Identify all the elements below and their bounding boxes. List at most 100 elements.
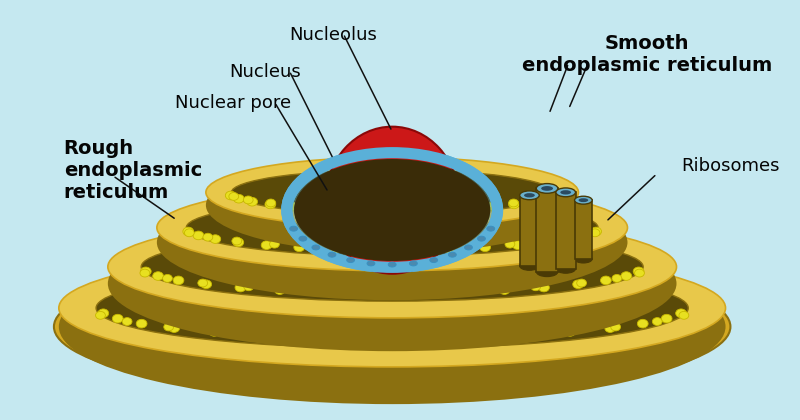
Ellipse shape: [295, 202, 305, 209]
Ellipse shape: [432, 205, 442, 214]
Ellipse shape: [294, 159, 490, 261]
Ellipse shape: [294, 243, 305, 252]
Ellipse shape: [314, 242, 324, 250]
Ellipse shape: [468, 333, 478, 341]
Ellipse shape: [676, 309, 686, 318]
Ellipse shape: [571, 233, 582, 241]
Ellipse shape: [330, 244, 341, 253]
Ellipse shape: [590, 229, 600, 237]
Ellipse shape: [367, 261, 375, 266]
Ellipse shape: [262, 241, 272, 249]
Ellipse shape: [306, 333, 317, 341]
Ellipse shape: [229, 192, 238, 200]
Ellipse shape: [633, 267, 644, 276]
Ellipse shape: [461, 242, 470, 250]
Ellipse shape: [193, 231, 204, 240]
Ellipse shape: [292, 157, 493, 263]
Ellipse shape: [402, 206, 413, 215]
Ellipse shape: [255, 331, 266, 339]
Ellipse shape: [565, 328, 575, 336]
Ellipse shape: [218, 328, 228, 335]
Ellipse shape: [266, 199, 276, 207]
Ellipse shape: [577, 279, 586, 287]
Ellipse shape: [430, 257, 438, 262]
Ellipse shape: [153, 272, 163, 281]
Ellipse shape: [326, 127, 459, 274]
Ellipse shape: [418, 287, 427, 295]
Ellipse shape: [246, 197, 258, 206]
Ellipse shape: [638, 319, 648, 328]
Ellipse shape: [96, 268, 688, 348]
Ellipse shape: [342, 205, 352, 214]
Ellipse shape: [203, 233, 213, 241]
Ellipse shape: [410, 261, 418, 266]
Ellipse shape: [183, 227, 194, 236]
Ellipse shape: [198, 279, 208, 287]
Ellipse shape: [299, 236, 307, 241]
Text: Ribosomes: Ribosomes: [682, 157, 780, 175]
Ellipse shape: [294, 159, 490, 261]
Ellipse shape: [298, 286, 308, 293]
Ellipse shape: [478, 236, 486, 241]
Ellipse shape: [574, 196, 592, 204]
Ellipse shape: [299, 236, 307, 241]
Ellipse shape: [573, 280, 583, 289]
Ellipse shape: [493, 331, 502, 339]
Ellipse shape: [98, 309, 109, 318]
Ellipse shape: [108, 216, 677, 351]
Ellipse shape: [423, 332, 433, 340]
Ellipse shape: [231, 170, 553, 215]
Ellipse shape: [449, 252, 456, 257]
Ellipse shape: [122, 318, 132, 326]
Ellipse shape: [560, 190, 571, 194]
Ellipse shape: [414, 333, 425, 342]
Text: Nucleus: Nucleus: [229, 63, 301, 81]
Ellipse shape: [164, 323, 174, 331]
Text: Rough
endoplasmic
reticulum: Rough endoplasmic reticulum: [64, 139, 202, 202]
Ellipse shape: [270, 240, 279, 248]
Ellipse shape: [328, 252, 336, 257]
Text: Smooth
endoplasmic reticulum: Smooth endoplasmic reticulum: [522, 34, 772, 74]
Ellipse shape: [538, 283, 550, 292]
Ellipse shape: [233, 238, 244, 247]
Ellipse shape: [140, 269, 150, 277]
Ellipse shape: [328, 252, 336, 257]
Ellipse shape: [367, 245, 378, 254]
Ellipse shape: [509, 199, 518, 207]
Ellipse shape: [112, 314, 123, 323]
Ellipse shape: [206, 157, 578, 228]
Ellipse shape: [524, 193, 535, 197]
Ellipse shape: [312, 245, 320, 250]
Ellipse shape: [487, 226, 494, 231]
Ellipse shape: [173, 276, 184, 285]
Ellipse shape: [546, 192, 555, 200]
Ellipse shape: [210, 235, 221, 244]
Ellipse shape: [290, 226, 298, 231]
Ellipse shape: [610, 323, 621, 331]
Ellipse shape: [368, 204, 378, 212]
Ellipse shape: [541, 186, 553, 191]
Ellipse shape: [634, 269, 644, 277]
Ellipse shape: [169, 324, 179, 333]
Ellipse shape: [518, 331, 530, 339]
Ellipse shape: [412, 244, 422, 251]
Ellipse shape: [371, 206, 382, 215]
Ellipse shape: [232, 237, 242, 245]
Ellipse shape: [679, 311, 689, 319]
Ellipse shape: [601, 276, 611, 285]
Ellipse shape: [363, 289, 374, 297]
Ellipse shape: [621, 272, 632, 281]
Ellipse shape: [479, 202, 489, 209]
Ellipse shape: [54, 256, 730, 397]
Ellipse shape: [505, 240, 514, 248]
Ellipse shape: [290, 226, 298, 231]
Ellipse shape: [487, 226, 494, 231]
Text: Nuclear pore: Nuclear pore: [175, 94, 291, 112]
Ellipse shape: [234, 194, 244, 203]
Ellipse shape: [265, 200, 276, 209]
Ellipse shape: [282, 331, 291, 339]
Ellipse shape: [662, 314, 672, 323]
Ellipse shape: [430, 257, 438, 262]
Ellipse shape: [346, 257, 354, 262]
Ellipse shape: [445, 203, 454, 211]
